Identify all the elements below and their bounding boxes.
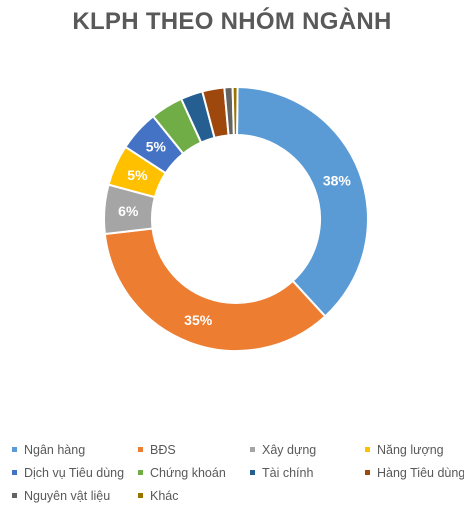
slice-label-4: 5% <box>146 139 167 155</box>
legend-label-9: Khác <box>150 488 179 503</box>
legend-item-8: Nguyên vật liệu <box>12 486 138 505</box>
legend-item-1: BĐS <box>138 440 250 459</box>
legend-label-5: Chứng khoán <box>150 465 226 480</box>
legend-label-2: Xây dựng <box>262 442 317 457</box>
legend-label-1: BĐS <box>150 442 176 457</box>
legend-item-2: Xây dựng <box>250 440 365 459</box>
legend-item-0: Ngân hàng <box>12 440 138 459</box>
legend-swatch-2 <box>250 447 255 452</box>
slice-9 <box>231 86 239 137</box>
legend-swatch-1 <box>138 447 143 452</box>
legend-swatch-9 <box>138 493 143 498</box>
legend-swatch-4 <box>12 470 17 475</box>
legend-label-6: Tài chính <box>262 465 314 480</box>
legend-item-3: Năng lượng <box>365 440 460 459</box>
chart-legend: Ngân hàng BĐS Xây dựng Năng lượng Dịch vụ Ti… <box>12 440 464 505</box>
legend-swatch-6 <box>250 470 255 475</box>
chart-title: KLPH THEO NHÓM NGÀNH <box>72 8 392 35</box>
legend-item-5: Chứng khoán <box>138 463 250 482</box>
legend-swatch-0 <box>12 447 17 452</box>
legend-label-3: Năng lượng <box>377 442 444 457</box>
legend-item-4: Dịch vụ Tiêu dùng <box>12 463 138 482</box>
legend-swatch-8 <box>12 493 17 498</box>
legend-item-7: Hàng Tiêu dùng <box>365 463 464 482</box>
legend-label-8: Nguyên vật liệu <box>24 488 111 503</box>
slice-label-3: 5% <box>127 167 148 183</box>
legend-swatch-3 <box>365 447 370 452</box>
legend-swatch-5 <box>138 470 143 475</box>
legend-label-4: Dịch vụ Tiêu dùng <box>24 465 125 480</box>
legend-label-0: Ngân hàng <box>24 442 86 457</box>
slice-label-0: 38% <box>323 172 352 188</box>
legend-label-7: Hàng Tiêu dùng <box>377 465 464 480</box>
slice-1 <box>103 227 327 352</box>
donut-chart: 38% 35% 6% 5% 5% <box>103 85 369 352</box>
slice-label-1: 35% <box>184 312 213 328</box>
legend-item-9: Khác <box>138 486 250 505</box>
slice-label-2: 6% <box>118 203 139 219</box>
slice-0 <box>235 85 369 318</box>
legend-swatch-7 <box>365 470 370 475</box>
legend-item-6: Tài chính <box>250 463 365 482</box>
